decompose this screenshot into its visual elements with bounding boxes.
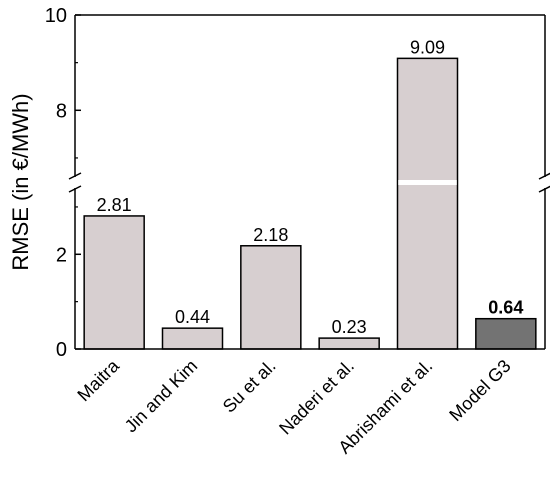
data-label-naderi-et-al: 0.23 bbox=[332, 317, 367, 337]
data-label-abrishami-et-al: 9.09 bbox=[410, 37, 445, 57]
data-label-jin-and-kim: 0.44 bbox=[175, 307, 210, 327]
axis-break-mark bbox=[538, 172, 550, 180]
data-label-maitra: 2.81 bbox=[97, 195, 132, 215]
y-axis-title: RMSE (in €/MWh) bbox=[8, 93, 33, 270]
bar-abrishami-et-al bbox=[396, 57, 459, 350]
axis-break-mark bbox=[538, 185, 550, 193]
bars-group bbox=[83, 57, 537, 350]
y-tick-label: 2 bbox=[56, 244, 67, 266]
bar-maitra bbox=[83, 215, 145, 350]
bar-jin-and-kim bbox=[161, 327, 224, 350]
bar-su-et-al bbox=[240, 245, 302, 350]
data-label-su-et-al: 2.18 bbox=[253, 225, 288, 245]
data-label-model-g3: 0.64 bbox=[488, 298, 523, 318]
y-tick-label: 10 bbox=[45, 5, 67, 27]
axes-group bbox=[68, 14, 550, 350]
y-tick-label: 0 bbox=[56, 339, 67, 361]
axis-break-mark bbox=[68, 172, 82, 180]
axis-break-mark bbox=[68, 185, 82, 193]
bar-model-g3 bbox=[475, 317, 537, 350]
y-tick-label: 8 bbox=[56, 100, 67, 122]
bar-naderi-et-al bbox=[318, 337, 380, 350]
bar-break-gap bbox=[398, 180, 457, 185]
